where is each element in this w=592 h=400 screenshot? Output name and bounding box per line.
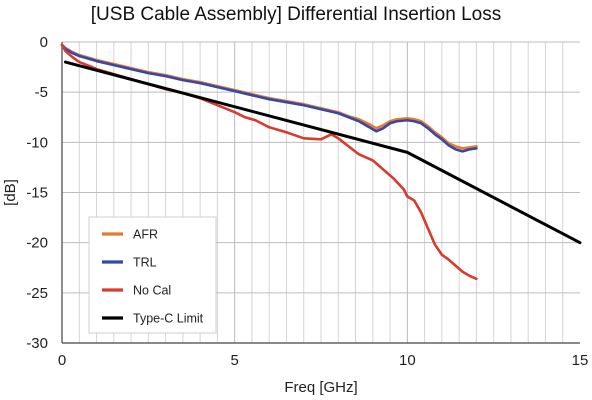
y-tick-label: -20 — [26, 235, 48, 252]
legend-label: TRL — [133, 256, 157, 270]
series-line-trl — [60, 43, 478, 153]
grid — [62, 41, 580, 343]
legend-box — [88, 216, 217, 334]
x-tick-label: 0 — [58, 352, 66, 369]
y-axis-label: [dB] — [2, 179, 19, 206]
chart-title: [USB Cable Assembly] Differential Insert… — [90, 4, 502, 25]
legend-label: AFR — [133, 228, 158, 242]
y-tick-label: 0 — [40, 34, 48, 51]
series-lines — [60, 43, 582, 281]
y-tick-label: -5 — [35, 84, 48, 101]
y-tick-label: -10 — [26, 134, 48, 151]
legend-label: Type-C Limit — [133, 312, 204, 326]
legend: AFR TRL No Cal Type-C Limit — [88, 216, 217, 334]
y-tick-label: -25 — [26, 285, 48, 302]
series-line-type-c-limit — [63, 60, 582, 245]
x-tick-label: 15 — [572, 352, 589, 369]
axes: 0 -5 -10 -15 -20 -25 -30 0 5 10 15 Freq [GHz] [dB] — [2, 34, 588, 396]
y-tick-label: -30 — [26, 335, 48, 352]
x-axis-label: Freq [GHz] — [284, 379, 357, 396]
y-tick-label: -15 — [26, 185, 48, 202]
legend-label: No Cal — [133, 284, 171, 298]
x-tick-label: 5 — [230, 352, 238, 369]
x-tick-label: 10 — [399, 352, 416, 369]
